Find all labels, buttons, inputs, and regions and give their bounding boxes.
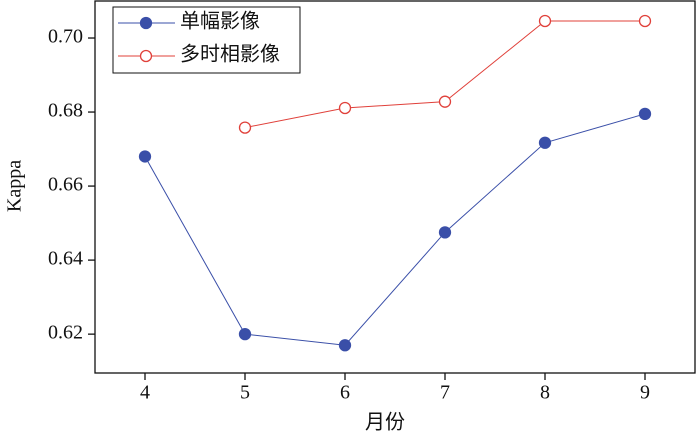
y-tick-label: 0.70 xyxy=(48,26,83,48)
y-tick-label: 0.64 xyxy=(48,248,83,270)
marker xyxy=(538,14,552,28)
marker xyxy=(238,121,252,134)
x-axis-label: 月份 xyxy=(365,411,405,434)
x-tick-label: 7 xyxy=(440,382,450,404)
marker xyxy=(338,339,352,352)
x-tick-label: 6 xyxy=(340,382,350,404)
marker xyxy=(538,136,552,149)
y-tick-label: 0.66 xyxy=(48,174,83,196)
marker xyxy=(338,101,352,115)
marker xyxy=(138,150,152,163)
series-line xyxy=(244,20,645,129)
plot-frame xyxy=(94,0,696,374)
x-tick-label: 5 xyxy=(240,382,250,404)
x-tick-label: 4 xyxy=(140,382,150,404)
marker xyxy=(638,14,652,28)
legend-marker xyxy=(139,49,153,63)
marker xyxy=(238,327,252,341)
y-tick-label: 0.62 xyxy=(48,322,83,344)
marker xyxy=(438,95,452,108)
marker xyxy=(638,107,652,121)
legend-label: 单幅影像 xyxy=(180,10,260,33)
legend-label: 多时相影像 xyxy=(180,43,280,66)
y-axis-label: Kappa xyxy=(4,160,26,212)
series-line xyxy=(144,113,646,346)
x-tick-label: 9 xyxy=(640,382,650,404)
y-tick-label: 0.68 xyxy=(48,100,83,122)
x-tick-label: 8 xyxy=(540,382,550,404)
legend-marker xyxy=(139,16,153,30)
marker xyxy=(438,226,452,239)
